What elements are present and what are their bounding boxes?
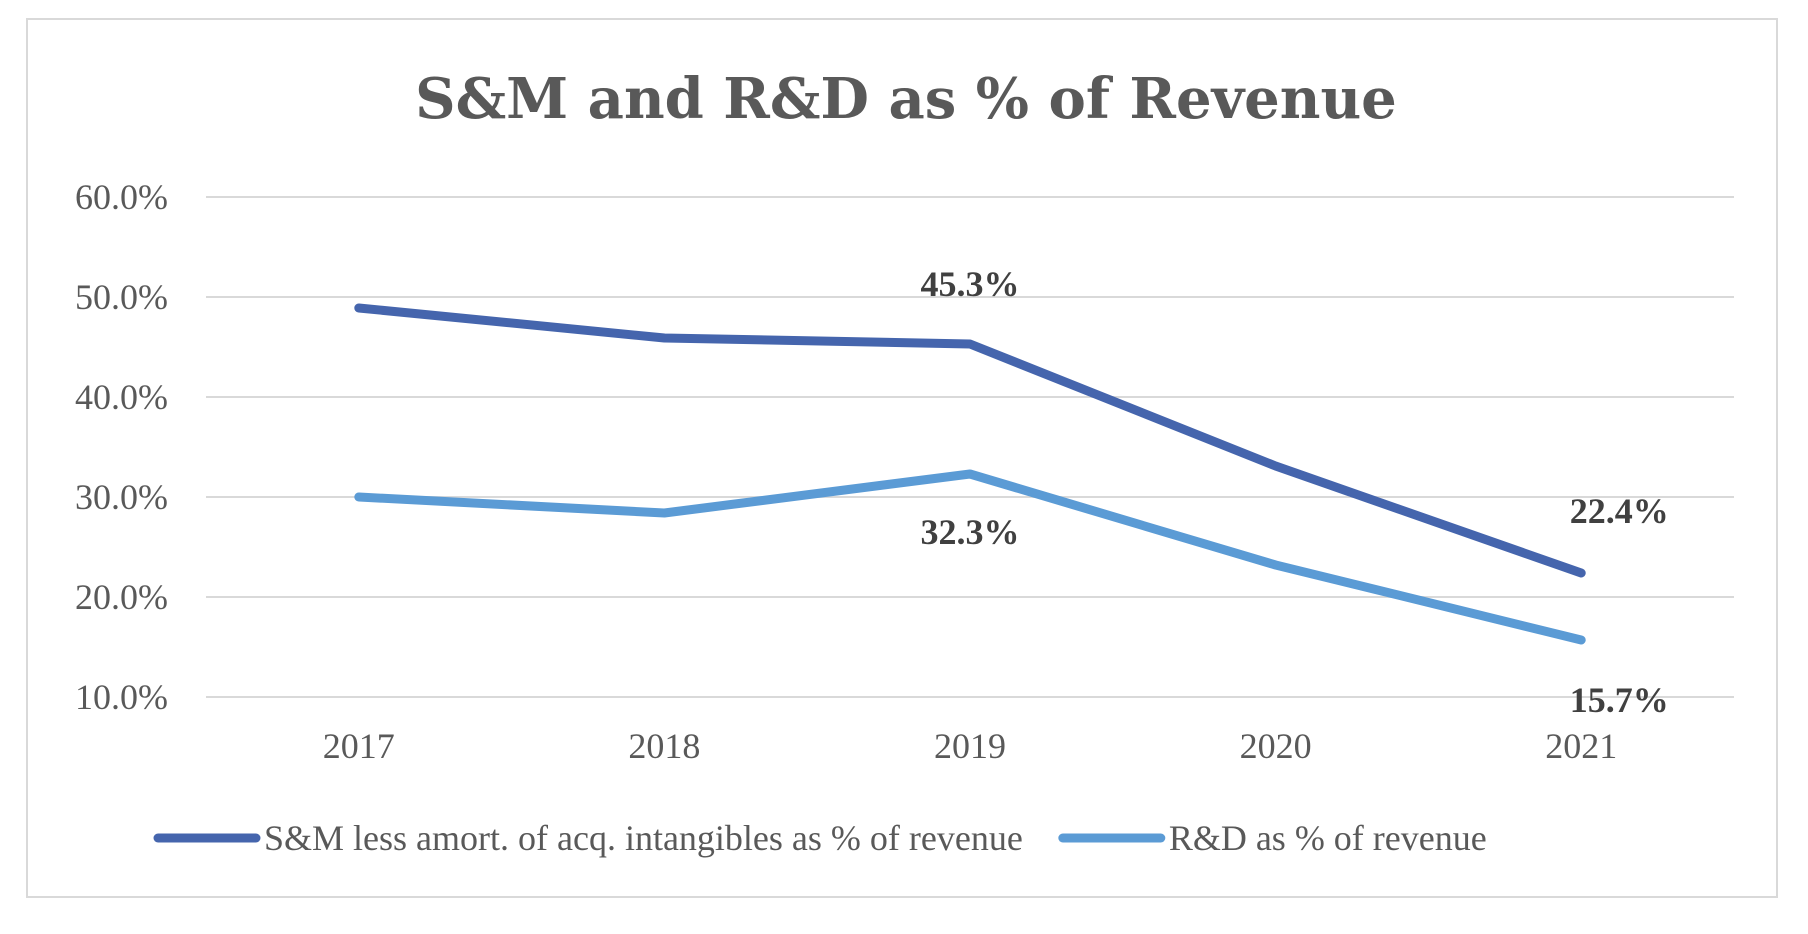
legend-label: R&D as % of revenue [1169,818,1487,858]
legend-label: S&M less amort. of acq. intangibles as %… [264,818,1023,858]
data-labels: 45.3% 22.4% 32.3% 15.7% [921,264,1669,720]
x-tick-label: 2021 [1545,726,1617,766]
series-lines [354,303,1586,645]
data-label: 45.3% [921,264,1020,304]
x-tick-label: 2017 [323,726,395,766]
x-tick-label: 2019 [934,726,1006,766]
series-line-1 [354,303,1586,578]
gridlines [206,196,1734,698]
chart-frame [26,18,1778,898]
chart-title: S&M and R&D as % of Revenue [415,66,1397,132]
series-line-2 [354,469,1586,645]
x-tick-label: 2018 [628,726,700,766]
data-label: 15.7% [1570,680,1669,720]
y-tick-label: 60.0% [75,177,168,217]
y-axis-ticks: 60.0% 50.0% 40.0% 30.0% 20.0% 10.0% [75,177,168,717]
x-axis-ticks: 2017 2018 2019 2020 2021 [323,726,1617,766]
data-label: 32.3% [921,512,1020,552]
data-label: 22.4% [1570,491,1669,531]
y-tick-label: 40.0% [75,377,168,417]
y-tick-label: 20.0% [75,577,168,617]
y-tick-label: 30.0% [75,477,168,517]
legend: S&M less amort. of acq. intangibles as %… [153,818,1487,858]
y-tick-label: 50.0% [75,277,168,317]
x-tick-label: 2020 [1240,726,1312,766]
y-tick-label: 10.0% [75,677,168,717]
